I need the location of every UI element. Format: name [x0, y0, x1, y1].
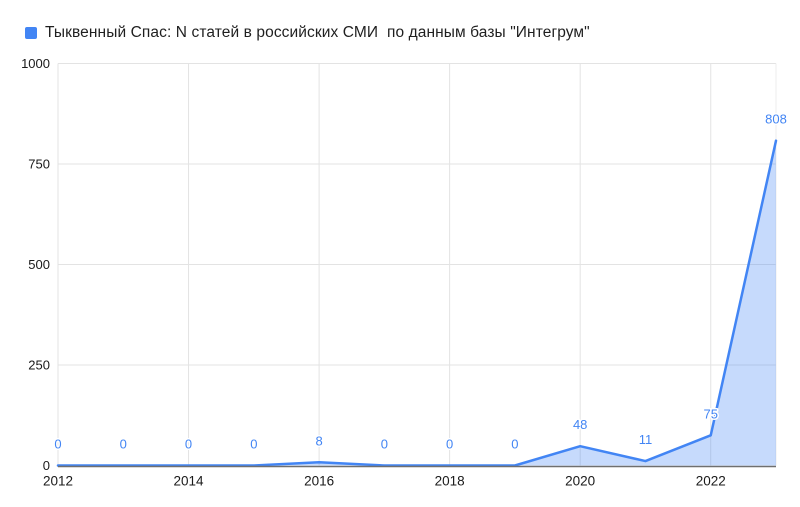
data-label: 11: [639, 432, 653, 447]
x-tick-label: 2014: [174, 474, 205, 489]
data-label: 0: [250, 437, 257, 452]
y-tick-label: 1000: [21, 56, 50, 71]
legend-marker-square: [25, 27, 37, 39]
x-tick-label: 2012: [43, 474, 73, 489]
data-label: 0: [54, 437, 61, 452]
data-label: 75: [703, 406, 717, 421]
data-label: 0: [381, 437, 388, 452]
data-label: 0: [511, 437, 518, 452]
x-tick-label: 2022: [696, 474, 726, 489]
x-tick-label: 2016: [304, 474, 334, 489]
x-tick-label: 2020: [565, 474, 595, 489]
data-label: 8: [315, 433, 322, 448]
y-tick-label: 500: [28, 257, 50, 272]
data-label: 48: [573, 417, 587, 432]
legend-series-label: Тыквенный Спас: N статей в российских СМ…: [45, 24, 590, 41]
y-tick-label: 0: [43, 458, 50, 473]
data-label: 0: [185, 437, 192, 452]
series-line: [56, 139, 778, 467]
data-label: 0: [446, 437, 453, 452]
chart-legend: Тыквенный Спас: N статей в российских СМ…: [25, 24, 590, 42]
data-label: 808: [765, 112, 787, 127]
y-tick-label: 250: [28, 358, 50, 373]
data-label: 0: [120, 437, 127, 452]
x-tick-label: 2018: [435, 474, 465, 489]
area-fill: [58, 140, 776, 466]
y-tick-label: 750: [28, 157, 50, 172]
